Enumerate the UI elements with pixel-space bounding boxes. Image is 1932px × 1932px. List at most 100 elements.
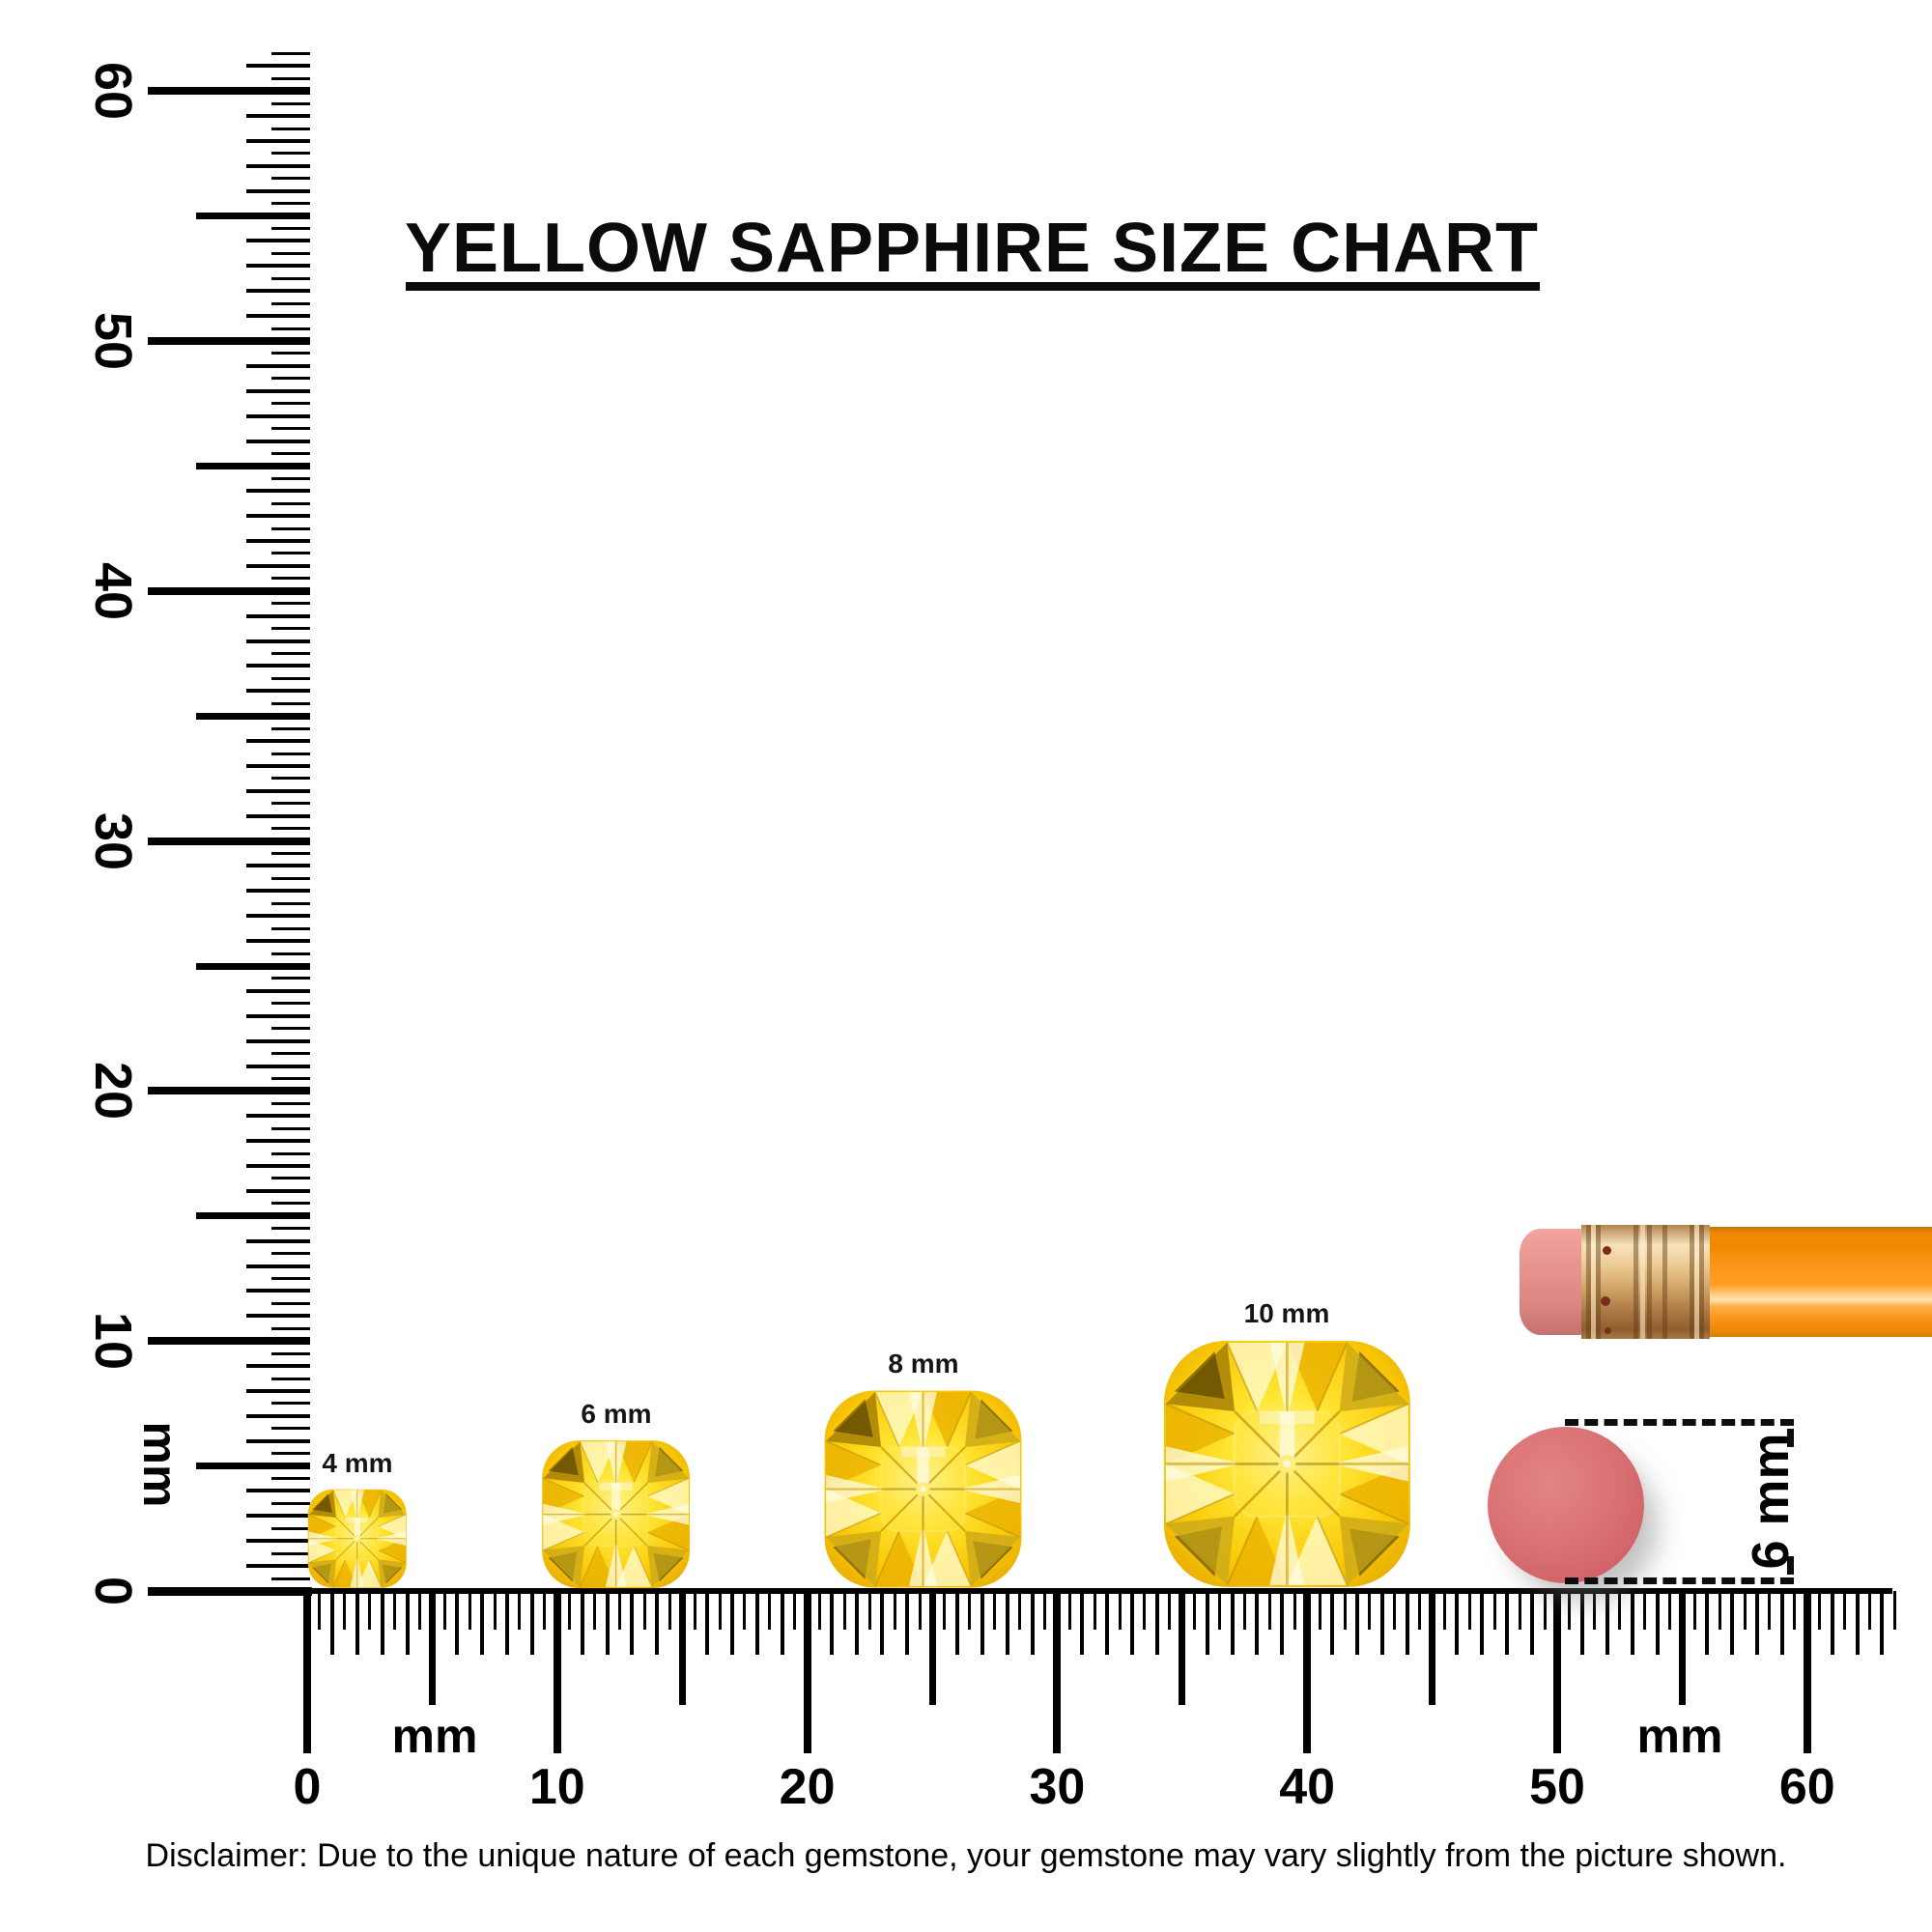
- hruler-tick: [1318, 1591, 1321, 1630]
- vruler-number: 40: [84, 561, 142, 620]
- hruler-tick: [1218, 1591, 1222, 1630]
- hruler-tick: [1579, 1591, 1584, 1655]
- ferrule-ring: [1596, 1225, 1601, 1339]
- hruler-tick: [1405, 1591, 1409, 1655]
- vruler-number: 20: [84, 1062, 142, 1121]
- vruler-tick: [271, 227, 310, 231]
- vruler-tick: [246, 1038, 310, 1043]
- hruler-tick: [468, 1591, 471, 1630]
- gem-size-label: 6 mm: [581, 1398, 652, 1429]
- hruler-tick: [893, 1591, 896, 1630]
- vruler-tick: [271, 276, 310, 280]
- hruler-tick: [1818, 1591, 1822, 1630]
- vruler-tick: [271, 1277, 310, 1280]
- vruler-tick: [271, 301, 310, 305]
- hruler-tick: [1205, 1591, 1209, 1655]
- vruler-tick: [148, 1587, 310, 1595]
- hruler-tick: [1868, 1591, 1871, 1630]
- hruler-tick: [743, 1591, 747, 1630]
- vruler-tick: [271, 676, 310, 680]
- vruler-tick: [271, 1577, 310, 1580]
- vruler-tick: [246, 1139, 310, 1144]
- vruler-tick: [246, 613, 310, 618]
- hruler-tick: [1130, 1591, 1135, 1655]
- vruler-tick: [246, 939, 310, 944]
- vruler-tick: [271, 526, 310, 530]
- hruler-number: 30: [1029, 1759, 1086, 1815]
- ferrule-ring: [1586, 1225, 1591, 1339]
- hruler-number: 40: [1279, 1759, 1336, 1815]
- vruler-tick: [148, 837, 310, 845]
- vruler-tick: [246, 188, 310, 193]
- hruler-tick: [642, 1591, 646, 1630]
- hruler-tick: [1730, 1591, 1735, 1655]
- vruler-tick: [271, 752, 310, 755]
- vruler-tick: [246, 64, 310, 69]
- hruler-tick: [355, 1591, 359, 1655]
- hruler-tick: [867, 1591, 871, 1630]
- hruler-tick: [1492, 1591, 1496, 1630]
- gem-4mm: 4 mm: [307, 1448, 408, 1589]
- hruler-tick: [518, 1591, 522, 1630]
- hruler-tick: [1042, 1591, 1046, 1630]
- hruler-tick: [1843, 1591, 1847, 1630]
- hruler-tick: [1143, 1591, 1147, 1630]
- vruler-tick: [271, 202, 310, 206]
- hruler-tick: [605, 1591, 610, 1655]
- vruler-tick: [271, 127, 310, 130]
- vruler-tick: [246, 239, 310, 243]
- ferrule-groove-highlight: [1640, 1225, 1645, 1339]
- hruler-tick: [1255, 1591, 1260, 1655]
- hruler-tick: [1643, 1591, 1647, 1630]
- vruler-tick: [246, 1238, 310, 1243]
- vruler-tick: [271, 1301, 310, 1305]
- vruler-tick: [271, 1427, 310, 1431]
- vruler-tick: [196, 962, 310, 970]
- vruler-tick: [246, 388, 310, 393]
- hruler-tick: [1755, 1591, 1760, 1655]
- hruler-tick: [1880, 1591, 1885, 1655]
- vruler-tick: [271, 352, 310, 355]
- hruler-tick: [1080, 1591, 1085, 1655]
- horizontal-ruler-unit-label-right: mm: [1636, 1709, 1723, 1763]
- hruler-tick: [1303, 1591, 1312, 1753]
- hruler-tick: [1368, 1591, 1372, 1630]
- gem-8mm: 8 mm: [823, 1349, 1023, 1589]
- hruler-tick: [980, 1591, 984, 1655]
- hruler-tick: [1393, 1591, 1397, 1630]
- vruler-tick: [271, 327, 310, 330]
- vruler-tick: [271, 977, 310, 980]
- vruler-tick: [271, 251, 310, 255]
- hruler-tick: [718, 1591, 722, 1630]
- vruler-tick: [246, 413, 310, 418]
- hruler-tick: [1630, 1591, 1634, 1655]
- hruler-tick: [1443, 1591, 1447, 1630]
- vruler-tick: [271, 926, 310, 930]
- vruler-tick: [246, 1164, 310, 1169]
- hruler-tick: [1518, 1591, 1521, 1630]
- vruler-tick: [271, 577, 310, 581]
- vruler-tick: [246, 289, 310, 294]
- vruler-tick: [271, 1027, 310, 1031]
- gem-illustration: [541, 1439, 691, 1589]
- hruler-tick: [918, 1591, 922, 1630]
- vruler-tick: [246, 1388, 310, 1393]
- vruler-tick: [246, 1064, 310, 1068]
- vruler-tick: [246, 1564, 310, 1569]
- gem-illustration: [1162, 1339, 1412, 1589]
- vruler-tick: [246, 864, 310, 868]
- hruler-tick: [1705, 1591, 1710, 1655]
- vruler-number: 60: [84, 62, 142, 121]
- pencil-body: [1710, 1227, 1932, 1337]
- hruler-tick: [693, 1591, 696, 1630]
- hruler-tick: [1343, 1591, 1347, 1630]
- vruler-number: 30: [84, 811, 142, 870]
- hruler-tick: [1593, 1591, 1597, 1630]
- eraser-size-label: 6 mm: [1742, 1433, 1800, 1570]
- hruler-tick: [793, 1591, 797, 1630]
- vruler-tick: [246, 1489, 310, 1493]
- vruler-tick: [246, 763, 310, 768]
- pencil-eraser: [1520, 1229, 1583, 1335]
- hruler-tick: [1505, 1591, 1510, 1655]
